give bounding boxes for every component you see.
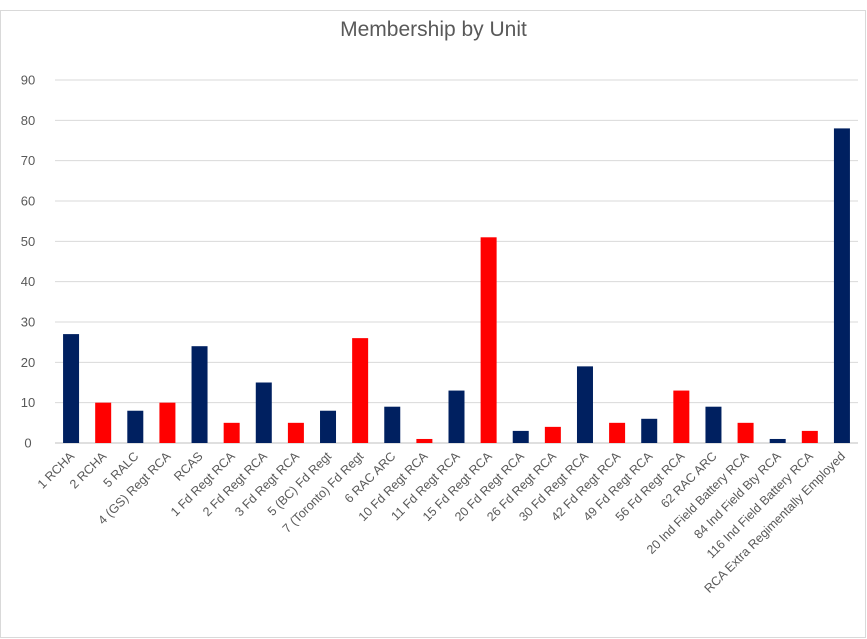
y-tick-label: 20 xyxy=(21,355,35,370)
bar xyxy=(287,422,304,443)
y-tick-label: 70 xyxy=(21,153,35,168)
y-tick-label: 80 xyxy=(21,113,35,128)
bar xyxy=(223,422,240,443)
y-tick-label: 30 xyxy=(21,315,35,330)
x-tick-label: 2 RCHA xyxy=(67,449,110,492)
bar xyxy=(127,410,144,443)
bar xyxy=(63,334,80,443)
bar xyxy=(159,402,176,443)
chart-title: Membership by Unit xyxy=(340,18,527,41)
bar xyxy=(416,438,433,443)
bar xyxy=(255,382,272,443)
y-tick-label: 50 xyxy=(21,234,35,249)
y-tick-label: 90 xyxy=(21,73,35,88)
bar xyxy=(384,406,401,443)
bar xyxy=(576,366,593,443)
bar xyxy=(320,410,337,443)
bar xyxy=(352,338,369,443)
bar xyxy=(609,422,626,443)
bar xyxy=(769,438,786,443)
bar xyxy=(641,418,658,443)
bar xyxy=(448,390,465,443)
y-tick-label: 60 xyxy=(21,194,35,209)
bar xyxy=(191,346,208,443)
y-tick-label: 40 xyxy=(21,274,35,289)
bar xyxy=(801,430,818,443)
y-tick-label: 0 xyxy=(24,436,31,451)
bar xyxy=(833,128,850,443)
bar xyxy=(544,426,561,443)
bar xyxy=(737,422,754,443)
bar xyxy=(95,402,112,443)
bar xyxy=(705,406,722,443)
bar xyxy=(512,430,529,443)
bar xyxy=(673,390,690,443)
chart-area xyxy=(0,10,866,638)
y-tick-label: 10 xyxy=(21,395,35,410)
bar xyxy=(480,237,497,443)
